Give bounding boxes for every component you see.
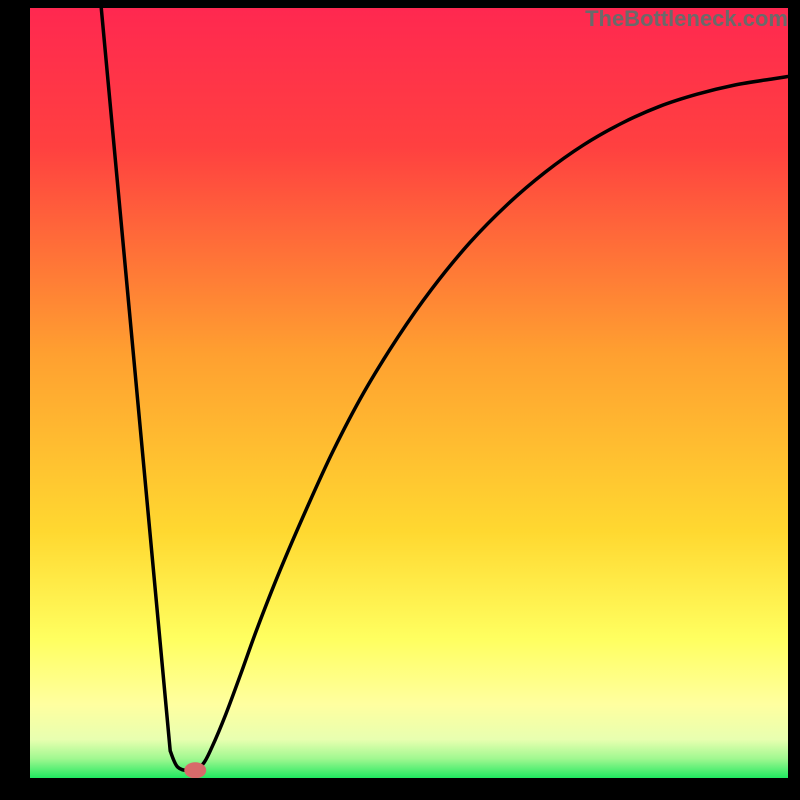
optimum-marker <box>184 762 206 778</box>
watermark-text: TheBottleneck.com <box>585 6 788 32</box>
bottleneck-curve <box>30 8 788 778</box>
plot-area <box>30 8 788 778</box>
